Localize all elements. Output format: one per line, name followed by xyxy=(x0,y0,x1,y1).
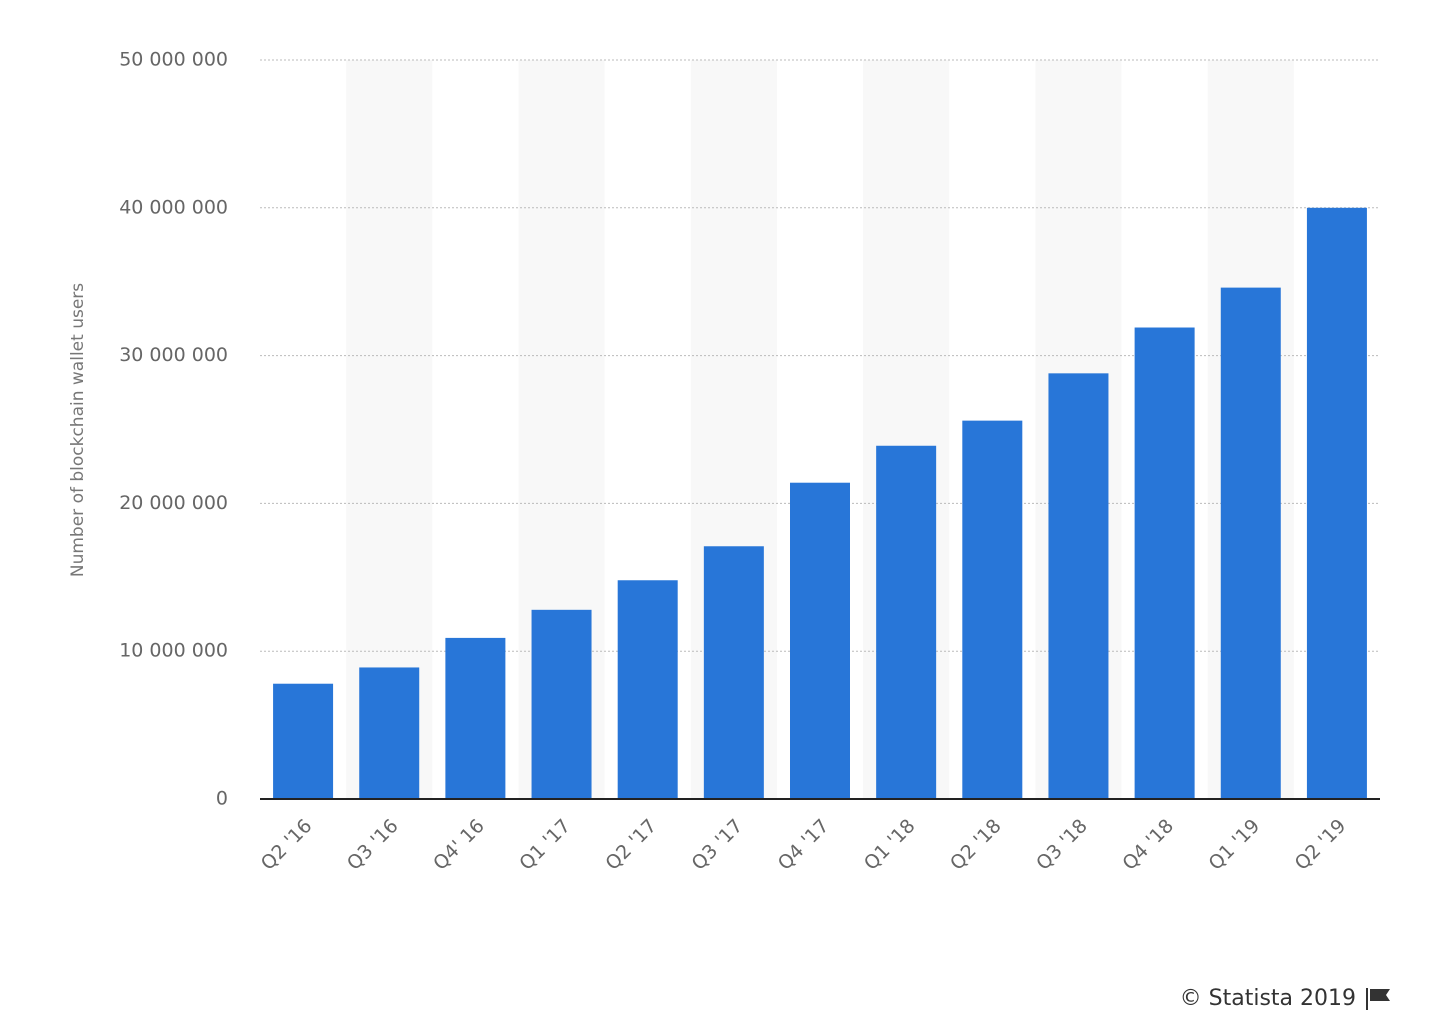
y-tick-label: 40 000 000 xyxy=(119,196,228,218)
x-tick-label: Q2 '18 xyxy=(946,815,1006,875)
x-tick-label: Q1 '18 xyxy=(860,815,920,875)
y-tick-label: 30 000 000 xyxy=(119,344,228,366)
x-tick-label: Q3 '16 xyxy=(343,815,403,875)
x-tick-label: Q1 '17 xyxy=(515,815,575,875)
bar xyxy=(703,546,764,799)
bar xyxy=(273,683,334,799)
bar xyxy=(1306,207,1367,800)
x-tick-label: Q2 '19 xyxy=(1291,815,1351,875)
bar xyxy=(359,667,420,799)
source: © Statista 2019 xyxy=(1180,986,1356,1011)
x-tick-label: Q1 '19 xyxy=(1204,815,1264,875)
bar xyxy=(1220,287,1281,799)
x-tick-label: Q2 '16 xyxy=(257,815,317,875)
y-axis-label: Number of blockchain wallet users xyxy=(68,283,88,577)
bar xyxy=(531,609,592,799)
x-tick-label: Q4 '18 xyxy=(1118,815,1178,875)
bar xyxy=(445,637,506,799)
bar xyxy=(962,420,1023,799)
x-tick-label: Q3 '17 xyxy=(688,815,748,875)
x-tick-label: Q2 '17 xyxy=(601,815,661,875)
bar xyxy=(617,580,678,799)
bar xyxy=(1134,327,1195,799)
y-tick-label: 50 000 000 xyxy=(119,49,228,71)
y-tick-label: 10 000 000 xyxy=(119,640,228,662)
bar xyxy=(1048,373,1109,799)
bar xyxy=(876,445,937,799)
bar xyxy=(790,482,850,799)
x-tick-label: Q3 '18 xyxy=(1032,815,1092,875)
x-tick-label: Q4' 16 xyxy=(429,815,489,875)
y-tick-label: 20 000 000 xyxy=(119,492,228,514)
y-tick-label: 0 xyxy=(216,788,228,810)
x-tick-label: Q4 '17 xyxy=(774,815,834,875)
flag-icon xyxy=(1366,988,1390,1010)
